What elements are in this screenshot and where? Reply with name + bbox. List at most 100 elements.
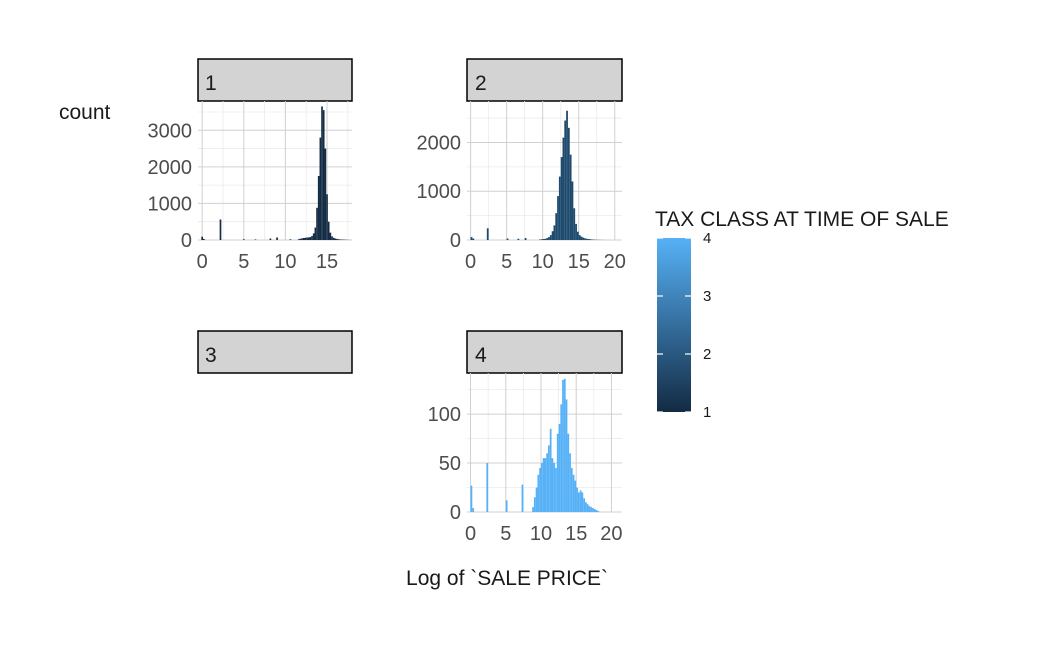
histogram-bar [306,237,308,240]
histogram-bar [254,239,257,240]
histogram-bar [535,487,538,512]
histogram-bar [544,458,547,512]
x-tick-label: 5 [501,251,512,273]
histogram-bar [549,235,552,240]
histogram-bar [581,492,584,512]
legend-title: TAX CLASS AT TIME OF SALE [655,208,949,231]
x-tick-label: 10 [274,251,296,273]
x-tick-label: 0 [465,523,476,545]
x-tick-label: 5 [238,251,249,273]
x-tick-label: 10 [530,523,552,545]
y-tick-label: 100 [428,404,461,426]
x-tick-label: 15 [565,523,587,545]
histogram-bar [472,508,475,512]
y-axis-title: count [59,101,111,124]
histogram-bar [580,236,583,240]
histogram-bar [517,238,520,240]
histogram-bar [302,237,305,240]
histogram-bar [486,228,489,240]
histogram-bar [585,238,588,240]
histogram-bar [578,235,581,240]
y-tick-label: 50 [439,453,461,475]
histogram-bar [556,433,559,512]
histogram-bar [565,399,568,512]
histogram-bar [585,502,587,512]
histogram-bar [327,221,330,240]
histogram-bar [557,196,559,240]
histogram-bar [337,239,340,240]
facet-strip-label-4: 4 [475,344,487,367]
plot-area-1: 0 5 10 15 0 1000 2000 3000 [148,101,352,273]
histogram-bar [324,148,327,240]
legend-colorbar [657,238,691,412]
histogram-bar [589,239,592,240]
histogram-bar [317,175,320,240]
plot-area-2: 0 5 10 15 20 0 1000 2000 [417,101,626,273]
histogram-bar [560,157,563,240]
histogram-bar [219,219,222,240]
histogram-bar [322,110,325,240]
histogram-bar [549,428,552,512]
histogram-bar [579,490,582,512]
legend-tick-label: 3 [703,288,711,305]
y-tick-label: 1000 [148,193,193,215]
histogram-bar [555,213,558,240]
histogram-bar [540,463,543,512]
legend-tick-label: 4 [703,230,711,247]
histogram-bar [553,463,556,512]
plot-area-4: 0 5 10 15 20 0 50 100 [428,373,623,545]
histogram-bar [586,504,589,512]
histogram-bar [289,239,292,240]
histogram-bar [551,458,554,512]
facet-strip-label-1: 1 [205,72,217,95]
histogram-bar [584,238,586,240]
x-tick-label: 5 [500,523,511,545]
histogram-bar [314,227,317,240]
histogram-bar [470,237,473,240]
histogram-bar [567,433,570,512]
x-tick-label: 20 [600,523,622,545]
histogram-bar [472,238,475,240]
x-tick-label: 0 [197,251,208,273]
histogram-bar [555,467,557,512]
histogram-bar [316,207,318,240]
histogram-bar [595,510,598,512]
histogram-bar [542,458,545,512]
y-tick-label: 0 [450,230,461,252]
facet-strip-1 [197,58,353,102]
facet-strip-4 [466,330,623,374]
x-tick-label: 15 [568,251,590,273]
histogram-bar [336,238,338,240]
histogram-bar [582,237,585,240]
histogram-bar [570,467,573,512]
facet-strip-label-2: 2 [475,72,487,95]
histogram-bar [551,231,554,240]
histogram-bar [548,445,550,512]
histogram-bar [562,137,565,240]
histogram-bar [546,238,549,240]
histogram-bar [546,453,549,512]
x-axis-title: Log of `SALE PRICE` [406,567,608,590]
histogram-bar [506,238,509,240]
histogram-bar [574,480,577,512]
histogram-bar [297,239,300,240]
histogram-bar [276,237,278,240]
y-tick-label: 0 [450,502,461,524]
facet-strip-2 [466,58,623,102]
histogram-bar [321,106,323,240]
y-tick-label: 3000 [148,120,193,142]
histogram-bar [334,238,337,240]
histogram-bar [590,507,593,512]
histogram-bar [524,238,527,240]
histogram-bar [583,498,586,512]
color-legend: TAX CLASS AT TIME OF SALE 4 3 2 1 [655,208,949,421]
histogram-bar [567,127,570,240]
histogram-bar [592,508,594,512]
facet-panel-1: 1 0 5 10 15 0 1000 2000 3000 [148,58,353,273]
x-tick-label: 10 [532,251,554,273]
legend-tick-label: 1 [703,404,711,421]
histogram-bar [311,235,313,240]
x-tick-label: 15 [316,251,338,273]
x-tick-label: 20 [604,251,626,273]
histogram-bar [558,176,561,240]
